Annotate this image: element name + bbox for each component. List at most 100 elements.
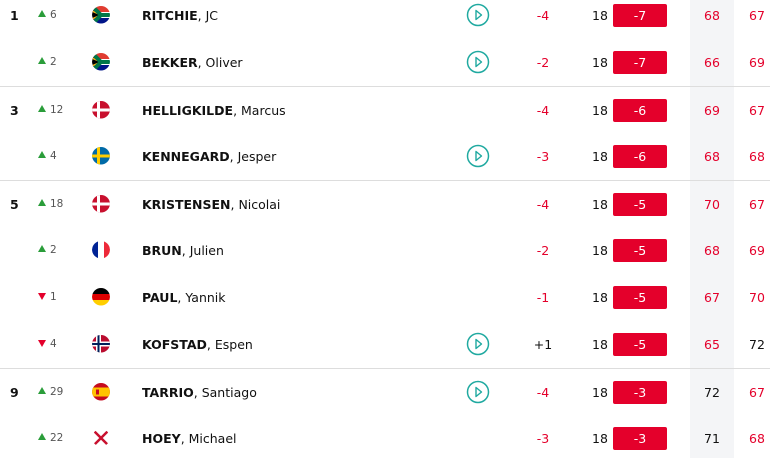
holes-thru: 18 xyxy=(592,242,608,258)
flag xyxy=(92,241,110,259)
move-arrow xyxy=(38,150,46,158)
flag xyxy=(92,195,110,213)
move-arrow xyxy=(38,56,46,64)
round-1: 68 xyxy=(704,7,720,23)
total-score: -6 xyxy=(613,144,667,168)
move-arrow xyxy=(38,244,46,252)
play-video[interactable] xyxy=(466,380,490,404)
play-video[interactable] xyxy=(466,332,490,356)
holes-thru: 18 xyxy=(592,289,608,305)
move-value: 22 xyxy=(50,431,64,444)
round-1: 65 xyxy=(704,336,720,352)
move-arrow xyxy=(38,386,46,394)
movement: 2 xyxy=(38,227,57,274)
holes-thru: 18 xyxy=(592,384,608,400)
today-score: -4 xyxy=(536,7,550,23)
total-score: -7 xyxy=(613,3,667,27)
move-arrow xyxy=(38,339,46,347)
today-score: -1 xyxy=(536,289,550,305)
move-arrow xyxy=(38,432,46,440)
move-value: 4 xyxy=(50,149,57,162)
move-value: 1 xyxy=(50,290,57,303)
movement: 4 xyxy=(38,321,57,368)
round-2: 67 xyxy=(749,7,765,23)
round-1: 71 xyxy=(704,430,720,446)
movement: 22 xyxy=(38,415,63,458)
player-row: 2 BRUN, Julien -2 18 -5 68 69 xyxy=(0,227,770,274)
player-name: BRUN, Julien xyxy=(142,242,224,258)
today-score: -4 xyxy=(536,196,550,212)
holes-thru: 18 xyxy=(592,430,608,446)
play-video[interactable] xyxy=(466,144,490,168)
move-value: 12 xyxy=(50,103,64,116)
movement: 6 xyxy=(38,0,57,39)
move-arrow xyxy=(38,9,46,17)
player-name: RITCHIE, JC xyxy=(142,7,219,23)
total-score: -6 xyxy=(613,98,667,122)
flag xyxy=(92,53,110,71)
round-2: 67 xyxy=(749,384,765,400)
round-2: 69 xyxy=(749,54,765,70)
movement: 4 xyxy=(38,133,57,180)
player-name: HOEY, Michael xyxy=(142,430,237,446)
movement: 2 xyxy=(38,39,57,86)
flag xyxy=(92,147,110,165)
movement: 18 xyxy=(38,181,63,228)
move-value: 6 xyxy=(50,8,57,21)
round-2: 70 xyxy=(749,289,765,305)
total-score: -5 xyxy=(613,285,667,309)
today-score: -3 xyxy=(536,148,550,164)
round-1: 69 xyxy=(704,102,720,118)
player-name: BEKKER, Oliver xyxy=(142,54,243,70)
move-arrow xyxy=(38,198,46,206)
round-1: 66 xyxy=(704,54,720,70)
holes-thru: 18 xyxy=(592,54,608,70)
total-score: -3 xyxy=(613,380,667,404)
flag xyxy=(92,335,110,353)
round-1: 68 xyxy=(704,242,720,258)
holes-thru: 18 xyxy=(592,196,608,212)
player-row: 4 KENNEGARD, Jesper -3 18 -6 68 68 xyxy=(0,133,770,180)
flag xyxy=(92,101,110,119)
total-score: -7 xyxy=(613,50,667,74)
flag xyxy=(92,383,110,401)
play-video[interactable] xyxy=(466,50,490,74)
round-1: 70 xyxy=(704,196,720,212)
player-name: KRISTENSEN, Nicolai xyxy=(142,196,281,212)
player-row: 3 12 HELLIGKILDE, Marcus -4 18 -6 69 67 xyxy=(0,85,770,134)
player-name: KENNEGARD, Jesper xyxy=(142,148,277,164)
round-2: 67 xyxy=(749,196,765,212)
move-value: 29 xyxy=(50,385,64,398)
movement: 12 xyxy=(38,87,63,134)
total-score: -5 xyxy=(613,192,667,216)
today-score: -4 xyxy=(536,384,550,400)
total-score: -5 xyxy=(613,332,667,356)
total-score: -5 xyxy=(613,238,667,262)
total-score: -3 xyxy=(613,426,667,450)
flag xyxy=(92,288,110,306)
holes-thru: 18 xyxy=(592,102,608,118)
movement: 29 xyxy=(38,369,63,416)
round-2: 67 xyxy=(749,102,765,118)
player-row: 1 6 RITCHIE, JC -4 18 -7 68 67 xyxy=(0,0,770,39)
round-2: 68 xyxy=(749,430,765,446)
player-name: HELLIGKILDE, Marcus xyxy=(142,102,286,118)
today-score: -3 xyxy=(536,430,550,446)
player-row: 5 18 KRISTENSEN, Nicolai -4 18 -5 70 67 xyxy=(0,179,770,228)
move-value: 2 xyxy=(50,243,57,256)
player-name: KOFSTAD, Espen xyxy=(142,336,253,352)
play-video[interactable] xyxy=(466,3,490,27)
move-value: 2 xyxy=(50,55,57,68)
round-2: 68 xyxy=(749,148,765,164)
move-arrow xyxy=(38,104,46,112)
today-score: +1 xyxy=(533,336,553,352)
holes-thru: 18 xyxy=(592,336,608,352)
round-1: 67 xyxy=(704,289,720,305)
holes-thru: 18 xyxy=(592,7,608,23)
move-value: 18 xyxy=(50,197,64,210)
today-score: -2 xyxy=(536,54,550,70)
position: 1 xyxy=(10,7,19,23)
round-1: 68 xyxy=(704,148,720,164)
player-row: 1 PAUL, Yannik -1 18 -5 67 70 xyxy=(0,274,770,321)
